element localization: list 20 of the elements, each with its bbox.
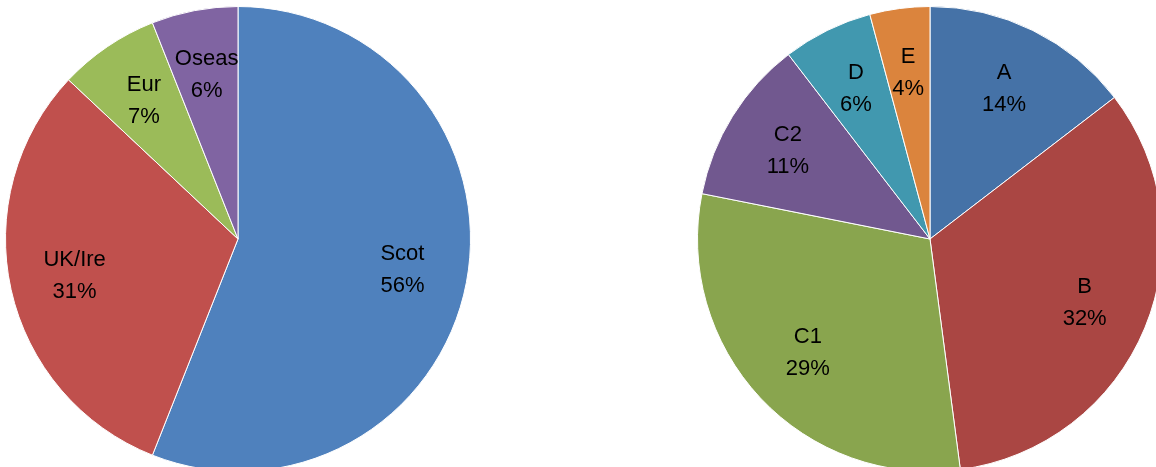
slice-label: E	[900, 43, 916, 69]
slice-label: C2	[773, 120, 802, 146]
slice-label: D	[848, 58, 864, 84]
data-label: 7%	[128, 102, 160, 128]
data-label: 32%	[1062, 305, 1107, 331]
slice-label: Scot	[380, 240, 425, 266]
data-label: 14%	[982, 90, 1027, 116]
slice-label: C1	[793, 323, 822, 349]
data-label: 11%	[766, 152, 810, 178]
slice-label: UK/Ire	[43, 245, 106, 271]
data-label: 6%	[190, 76, 223, 102]
slice-label: A	[996, 58, 1012, 84]
slice-label: B	[1077, 273, 1092, 299]
slice-label: Oseas	[174, 44, 239, 70]
data-label: 6%	[840, 90, 872, 116]
data-label: 31%	[52, 277, 97, 303]
data-label: 56%	[380, 272, 425, 298]
data-label: 4%	[892, 75, 925, 101]
data-label: 29%	[785, 355, 830, 381]
slice-label: Eur	[126, 70, 162, 96]
